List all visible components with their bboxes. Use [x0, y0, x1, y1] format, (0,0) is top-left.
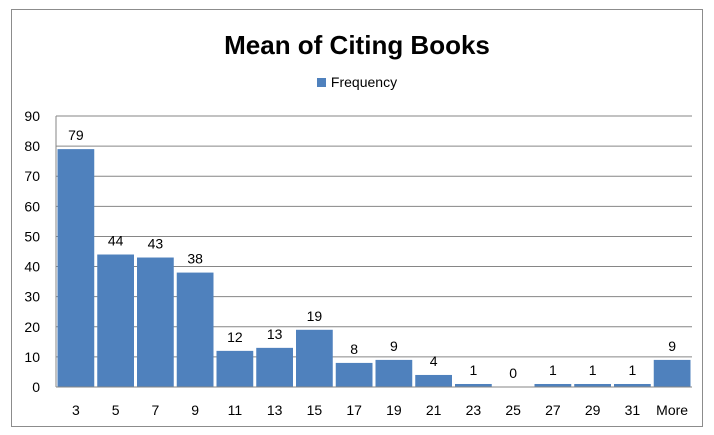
- y-tick-label-50: 50: [24, 228, 40, 244]
- x-axis-tick-labels: 3 5 7 9 11 13 15 17 19 21 23 25 27 29 31 More: [72, 402, 688, 418]
- data-label-3: 79: [68, 127, 84, 143]
- bar-17: [335, 362, 373, 387]
- x-tick-label-27: 27: [545, 402, 561, 418]
- x-tick-label-19: 19: [386, 402, 402, 418]
- x-tick-label-25: 25: [505, 402, 521, 418]
- data-label-21: 4: [430, 353, 438, 369]
- y-tick-label-0: 0: [32, 379, 40, 395]
- data-label-31: 1: [628, 362, 636, 378]
- bar-19: [375, 359, 413, 387]
- x-tick-label-31: 31: [625, 402, 641, 418]
- x-tick-label-3: 3: [72, 402, 80, 418]
- data-label-13: 13: [267, 326, 283, 342]
- chart-legend: Frequency: [0, 74, 714, 90]
- y-tick-label-20: 20: [24, 319, 40, 335]
- bars: [57, 149, 691, 387]
- y-axis-tick-labels: 0 10 20 30 40 50 60 70 80 90: [24, 108, 40, 395]
- bar-23: [455, 383, 492, 387]
- bar-9: [176, 272, 214, 387]
- legend-swatch-frequency: [316, 77, 326, 87]
- x-tick-label-23: 23: [466, 402, 482, 418]
- data-label-11: 12: [227, 329, 243, 345]
- x-tick-label-9: 9: [191, 402, 199, 418]
- data-label-19: 9: [390, 338, 398, 354]
- bar-15: [296, 329, 333, 387]
- data-label-5: 44: [108, 233, 124, 249]
- bar-21: [415, 374, 452, 387]
- y-tick-label-40: 40: [24, 259, 40, 275]
- y-tick-label-30: 30: [24, 289, 40, 305]
- bar-13: [256, 347, 293, 387]
- y-tick-label-70: 70: [24, 168, 40, 184]
- data-label-27: 1: [549, 362, 557, 378]
- data-label-25: 0: [509, 365, 517, 381]
- x-tick-label-15: 15: [307, 402, 323, 418]
- chart-title: Mean of Citing Books: [224, 30, 490, 60]
- legend-label-frequency: Frequency: [330, 74, 398, 90]
- y-tick-label-80: 80: [24, 138, 40, 154]
- bar-31: [614, 383, 651, 387]
- x-tick-label-11: 11: [228, 402, 243, 418]
- data-label-29: 1: [589, 362, 597, 378]
- data-label-More: 9: [668, 338, 676, 354]
- bar-7: [137, 257, 174, 387]
- bar-29: [574, 383, 611, 387]
- bar-27: [534, 383, 572, 387]
- bar-11: [216, 350, 254, 387]
- y-tick-label-60: 60: [24, 198, 40, 214]
- y-tick-label-10: 10: [24, 349, 40, 365]
- data-label-17: 8: [350, 341, 358, 357]
- x-tick-label-29: 29: [585, 402, 601, 418]
- x-tick-label-17: 17: [346, 402, 362, 418]
- data-label-23: 1: [469, 362, 477, 378]
- bar-More: [653, 359, 691, 387]
- data-label-7: 43: [148, 236, 164, 252]
- x-tick-label-More: More: [656, 402, 688, 418]
- data-label-15: 19: [307, 308, 323, 324]
- y-tick-label-90: 90: [24, 108, 40, 124]
- x-tick-label-13: 13: [267, 402, 283, 418]
- bar-3: [57, 149, 95, 387]
- x-tick-label-5: 5: [112, 402, 120, 418]
- data-label-9: 38: [187, 251, 203, 267]
- bar-5: [97, 254, 134, 387]
- x-tick-label-7: 7: [151, 402, 159, 418]
- x-tick-label-21: 21: [426, 402, 442, 418]
